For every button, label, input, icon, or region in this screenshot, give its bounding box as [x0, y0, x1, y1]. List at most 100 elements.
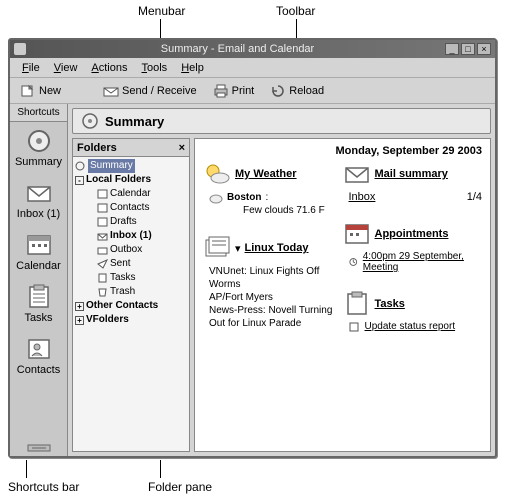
minimize-button[interactable]: _ — [445, 43, 459, 55]
toolbar-reload-label: Reload — [289, 85, 324, 97]
titlebar[interactable]: Summary - Email and Calendar _ □ × — [10, 40, 495, 58]
tree-summary[interactable]: Summary — [75, 159, 187, 173]
expand-icon[interactable]: + — [75, 316, 84, 325]
task-item[interactable]: Update status report — [343, 321, 483, 332]
weather-city: Boston — [227, 191, 261, 204]
shortcuts-bar: Shortcuts Summary Inbox (1) Calendar Tas… — [10, 104, 68, 456]
mail-title-link[interactable]: Mail summary — [375, 168, 448, 180]
tasks-title-link[interactable]: Tasks — [375, 298, 405, 310]
maximize-button[interactable]: □ — [461, 43, 475, 55]
weather-cond: Few clouds 71.6 F — [209, 204, 343, 217]
location-title: Summary — [105, 114, 164, 129]
collapse-icon[interactable]: - — [75, 176, 84, 185]
shortcut-label: Calendar — [16, 260, 61, 272]
toolbar-new-button[interactable]: New — [16, 82, 65, 100]
callout-folderpane: Folder pane — [148, 480, 212, 494]
checkbox-icon — [349, 322, 361, 332]
folder-tree: Summary - Local Folders Calendar Contact… — [73, 157, 189, 451]
menu-file[interactable]: File — [16, 60, 46, 76]
send-receive-icon — [103, 84, 119, 98]
news-arrow[interactable]: ▾ — [235, 242, 241, 255]
tasks-icon — [25, 284, 53, 310]
tree-other-contacts[interactable]: +Other Contacts — [75, 299, 187, 313]
location-icon — [81, 112, 99, 130]
shortcut-contacts[interactable]: Contacts — [10, 330, 67, 382]
reload-icon — [270, 84, 286, 98]
appointments-icon — [343, 221, 371, 247]
news-body: VNUnet: Linux Fights Off Worms AP/Fort M… — [203, 265, 343, 330]
mail-inbox-link[interactable]: Inbox — [349, 191, 376, 203]
toolbar-print-label: Print — [232, 85, 255, 97]
inbox-icon — [25, 180, 53, 206]
tree-trash[interactable]: Trash — [75, 285, 187, 299]
news-icon — [203, 235, 231, 261]
appointment-item[interactable]: 4:00pm 29 September, Meeting — [343, 251, 483, 273]
main-window: Summary - Email and Calendar _ □ × File … — [8, 38, 497, 458]
titlebar-title: Summary - Email and Calendar — [30, 43, 445, 55]
calendar-icon — [25, 232, 53, 258]
tree-inbox[interactable]: Inbox (1) — [75, 229, 187, 243]
weather-small-icon — [209, 192, 223, 204]
tasks-section: Tasks Update status report — [343, 291, 483, 332]
summary-small-icon — [75, 161, 86, 171]
tasks-small-icon — [97, 273, 108, 283]
tree-local-folders[interactable]: - Local Folders — [75, 173, 187, 187]
handle-icon — [27, 443, 51, 453]
folders-header: Folders — [77, 142, 117, 154]
shortcut-inbox[interactable]: Inbox (1) — [10, 174, 67, 226]
tree-vfolders[interactable]: +VFolders — [75, 313, 187, 327]
appointments-title-link[interactable]: Appointments — [375, 228, 449, 240]
clock-icon — [349, 257, 359, 267]
shortcut-tasks[interactable]: Tasks — [10, 278, 67, 330]
menu-help[interactable]: Help — [175, 60, 210, 76]
shortcut-calendar[interactable]: Calendar — [10, 226, 67, 278]
trash-small-icon — [97, 287, 108, 297]
toolbar: New Send / Receive Print Reload — [10, 78, 495, 104]
calendar-small-icon — [97, 189, 108, 199]
mail-inbox-count: 1/4 — [467, 191, 482, 203]
tree-contacts[interactable]: Contacts — [75, 201, 187, 215]
expand-icon[interactable]: + — [75, 302, 84, 311]
close-button[interactable]: × — [477, 43, 491, 55]
toolbar-new-label: New — [39, 85, 61, 97]
print-icon — [213, 84, 229, 98]
sent-small-icon — [97, 259, 108, 269]
callout-menubar: Menubar — [138, 4, 185, 18]
drafts-small-icon — [97, 217, 108, 227]
menu-view[interactable]: View — [48, 60, 84, 76]
weather-section: My Weather Boston: Few clouds 71.6 F — [203, 161, 343, 217]
tree-outbox[interactable]: Outbox — [75, 243, 187, 257]
menu-actions[interactable]: Actions — [85, 60, 133, 76]
menu-tools[interactable]: Tools — [136, 60, 174, 76]
outbox-small-icon — [97, 245, 108, 255]
tree-drafts[interactable]: Drafts — [75, 215, 187, 229]
weather-icon — [203, 161, 231, 187]
toolbar-sendreceive-label: Send / Receive — [122, 85, 197, 97]
weather-title-link[interactable]: My Weather — [235, 168, 297, 180]
folders-close-button[interactable]: × — [179, 142, 185, 154]
shortcuts-header: Shortcuts — [10, 104, 67, 122]
location-bar: Summary — [72, 108, 491, 134]
shortcut-label: Contacts — [17, 364, 60, 376]
contacts-icon — [25, 336, 53, 362]
tasks-section-icon — [343, 291, 371, 317]
toolbar-reload-button[interactable]: Reload — [266, 82, 328, 100]
shortcuts-handle[interactable] — [10, 440, 67, 456]
menubar: File View Actions Tools Help — [10, 58, 495, 78]
callout-toolbar: Toolbar — [276, 4, 315, 18]
shortcut-summary[interactable]: Summary — [10, 122, 67, 174]
contacts-small-icon — [97, 203, 108, 213]
new-icon — [20, 84, 36, 98]
news-title-link[interactable]: Linux Today — [245, 242, 309, 254]
date-header: Monday, September 29 2003 — [203, 145, 482, 157]
summary-view: Monday, September 29 2003 My Weather — [194, 138, 491, 452]
toolbar-sendreceive-button[interactable]: Send / Receive — [99, 82, 201, 100]
toolbar-print-button[interactable]: Print — [209, 82, 259, 100]
summary-icon — [25, 128, 53, 154]
tree-tasks[interactable]: Tasks — [75, 271, 187, 285]
tree-sent[interactable]: Sent — [75, 257, 187, 271]
callout-shortcuts: Shortcuts bar — [8, 480, 79, 494]
mail-icon — [343, 161, 371, 187]
shortcut-label: Tasks — [24, 312, 52, 324]
tree-calendar[interactable]: Calendar — [75, 187, 187, 201]
